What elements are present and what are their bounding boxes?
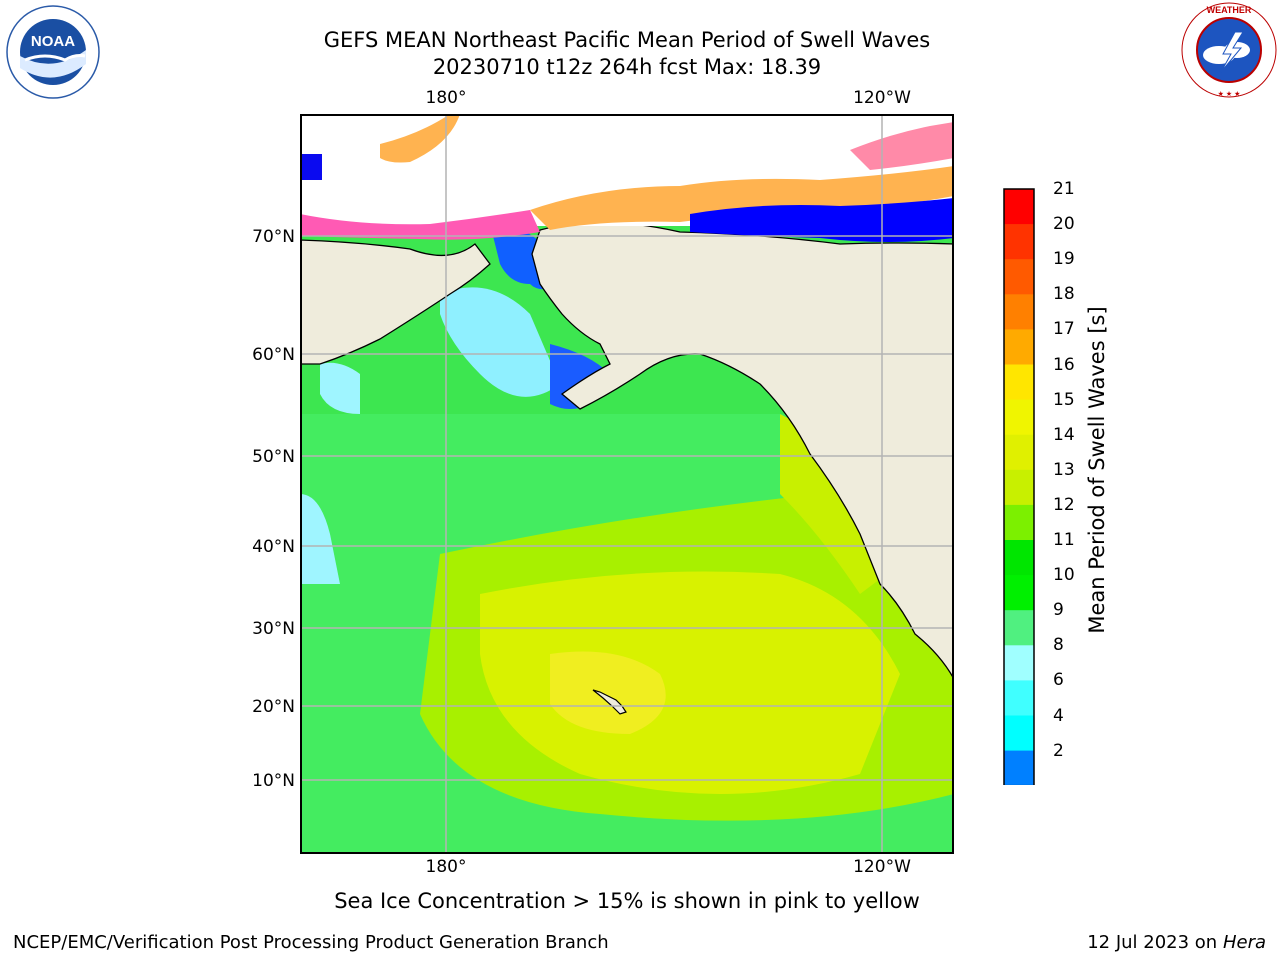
lat-label-30n: 30°N — [252, 619, 295, 639]
colorbar-segment — [1004, 434, 1034, 471]
lat-label-50n: 50°N — [252, 447, 295, 467]
colorbar-tick-label: 2 — [1053, 740, 1064, 761]
colorbar-segment — [1004, 750, 1034, 785]
colorbar-tick-label: 17 — [1053, 319, 1075, 340]
lon-label-bottom-180: 180° — [425, 857, 467, 877]
svg-text:NOAA: NOAA — [31, 33, 75, 50]
sea-ice-caption: Sea Ice Concentration > 15% is shown in … — [334, 889, 920, 913]
hawaii-islands — [592, 689, 627, 715]
colorbar-segment — [1004, 715, 1034, 752]
svg-text:★ ★ ★: ★ ★ ★ — [1218, 90, 1241, 98]
footer-credit: NCEP/EMC/Verification Post Processing Pr… — [13, 932, 609, 953]
footer-date-text: 12 Jul 2023 on — [1087, 932, 1223, 953]
colorbar-segment — [1004, 259, 1034, 295]
footer-date: 12 Jul 2023 on Hera — [1087, 932, 1266, 953]
colorbar-tick-label: 4 — [1053, 705, 1064, 726]
colorbar-tick-label: 9 — [1053, 600, 1064, 621]
colorbar-segment — [1004, 189, 1034, 225]
chart-title: GEFS MEAN Northeast Pacific Mean Period … — [323, 28, 931, 52]
colorbar-tick-label: 21 — [1053, 179, 1075, 199]
lat-label-10n: 10°N — [252, 771, 295, 791]
colorbar-tick-label: 15 — [1053, 389, 1075, 410]
lon-label-top-120w: 120°W — [853, 88, 911, 108]
colorbar-segment — [1004, 469, 1034, 506]
colorbar-tick-label: 6 — [1053, 670, 1064, 691]
lat-label-40n: 40°N — [252, 537, 295, 557]
colorbar-segment — [1004, 680, 1034, 716]
lon-label-top-180: 180° — [425, 88, 467, 108]
colorbar-segment — [1004, 294, 1034, 330]
colorbar-segment — [1004, 645, 1034, 681]
colorbar-segment — [1004, 364, 1034, 401]
lat-label-20n: 20°N — [252, 697, 295, 717]
colorbar-segment — [1004, 224, 1034, 260]
map-plot — [300, 114, 954, 854]
svg-text:WEATHER: WEATHER — [1207, 5, 1252, 15]
graticule — [300, 114, 954, 854]
lat-label-70n: 70°N — [252, 227, 295, 247]
sea-ice-band — [530, 166, 954, 230]
colorbar-tick-label: 13 — [1053, 459, 1075, 480]
swell-field-short-period — [300, 494, 340, 584]
colorbar-tick-label: 18 — [1053, 284, 1075, 305]
lat-label-60n: 60°N — [252, 345, 295, 365]
lon-label-bottom-120w: 120°W — [853, 857, 911, 877]
colorbar-segment — [1004, 610, 1034, 646]
noaa-logo: NOAA — [6, 5, 100, 99]
colorbar-tick-label: 16 — [1053, 354, 1075, 375]
nws-logo: WEATHER ★ ★ ★ — [1181, 2, 1277, 98]
colorbar-segment — [1004, 540, 1034, 576]
colorbar-segment — [1004, 399, 1034, 436]
colorbar-tick-label: 14 — [1053, 424, 1075, 445]
colorbar-frame — [1003, 188, 1035, 785]
colorbar-segment — [1004, 329, 1034, 365]
colorbar-label: Mean Period of Swell Waves [s] — [1085, 306, 1109, 634]
colorbar-tick-label: 10 — [1053, 565, 1075, 586]
colorbar-tick-label: 19 — [1053, 249, 1075, 270]
chart-subtitle: 20230710 t12z 264h fcst Max: 18.39 — [432, 55, 822, 79]
colorbar-segment — [1004, 504, 1034, 541]
footer-host: Hera — [1222, 932, 1266, 953]
colorbar-segment — [1004, 575, 1034, 611]
land-asia — [300, 239, 491, 365]
colorbar-tick-label: 20 — [1053, 214, 1075, 235]
map-frame — [300, 114, 954, 854]
colorbar — [1003, 188, 1035, 785]
colorbar-tick-label: 12 — [1053, 494, 1075, 515]
colorbar-tick-label: 11 — [1053, 530, 1075, 550]
colorbar-tick-label: 8 — [1053, 635, 1064, 656]
land-north-america — [531, 221, 954, 681]
